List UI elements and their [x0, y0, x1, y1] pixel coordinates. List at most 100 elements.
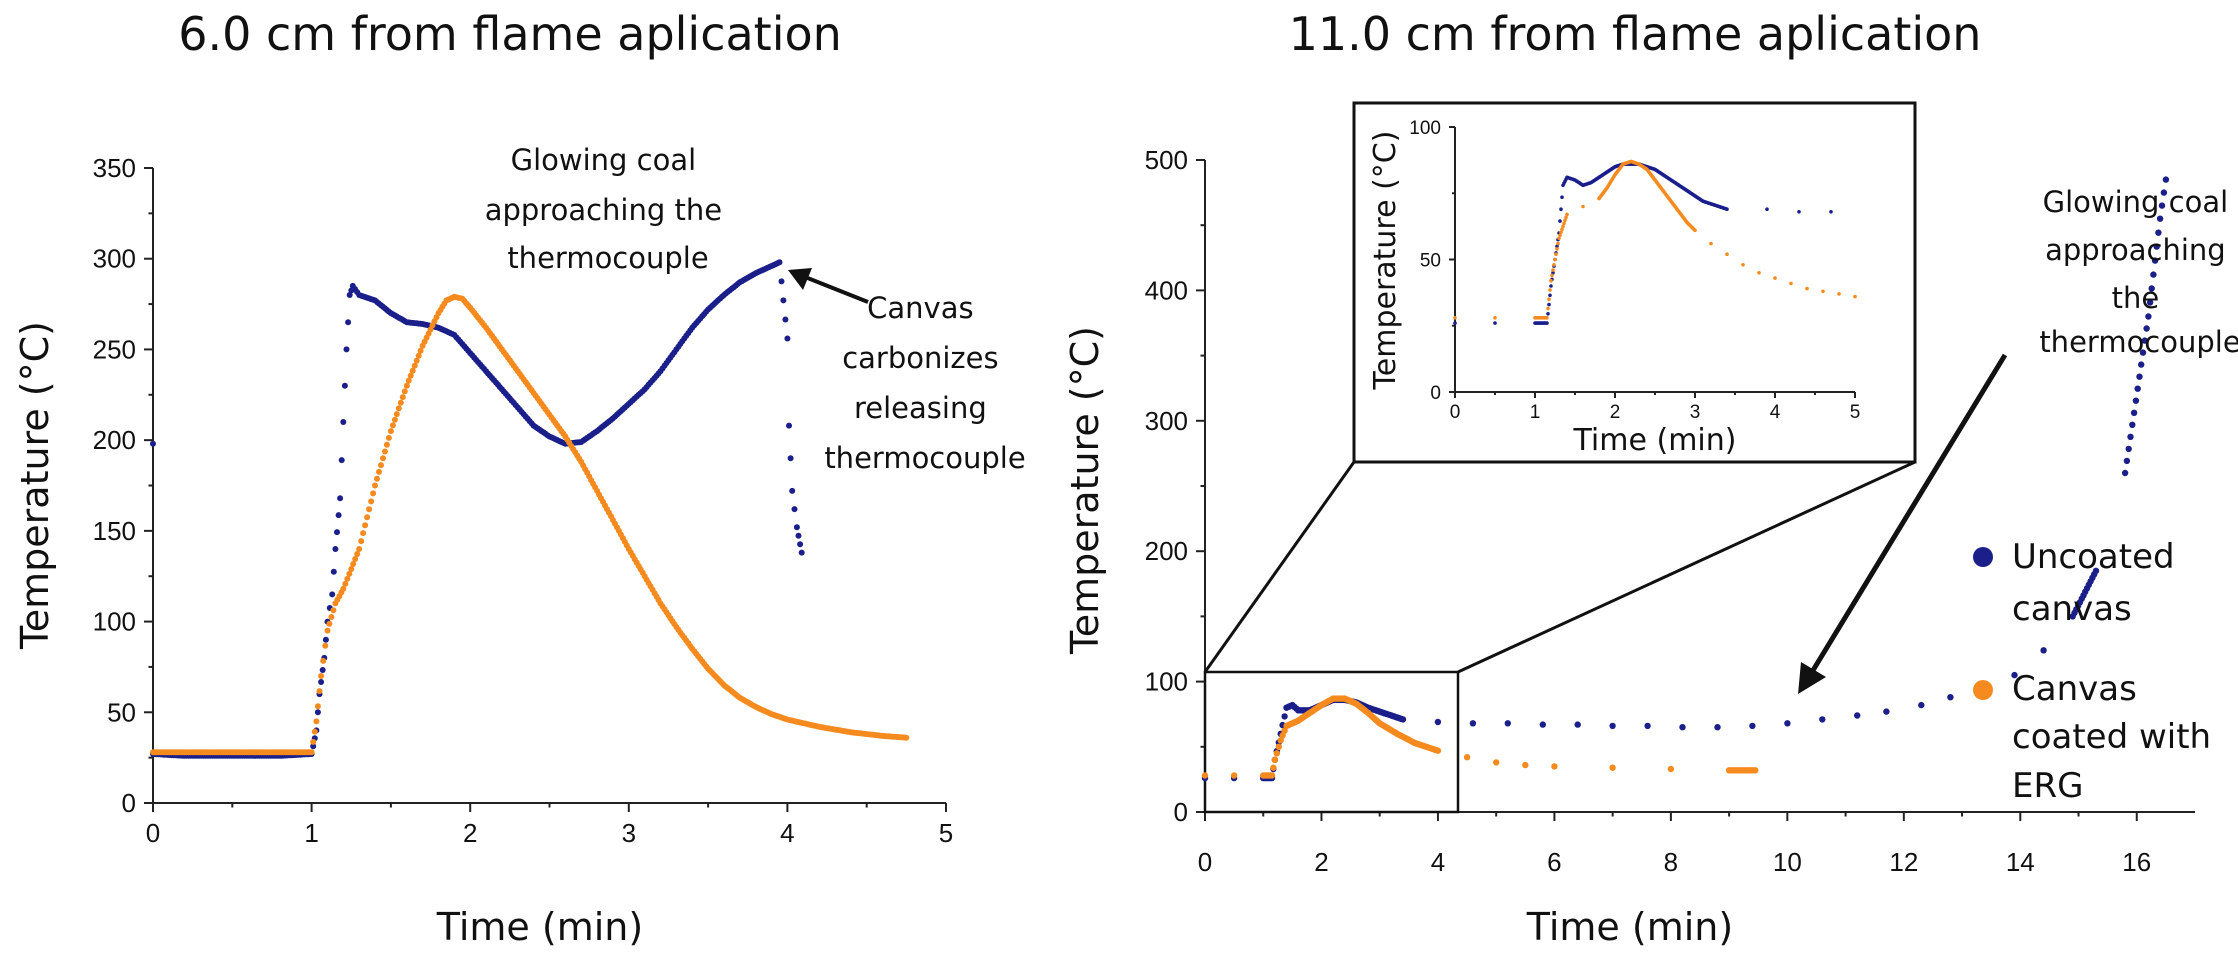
series-coated — [150, 293, 910, 756]
data-point — [1667, 765, 1675, 773]
data-point — [1548, 293, 1552, 298]
data-point — [393, 411, 400, 418]
data-point — [2136, 373, 2143, 380]
data-point — [1725, 252, 1729, 256]
data-point — [1556, 241, 1560, 246]
legend-label-coated: Canvas coated with ERG — [2012, 669, 2222, 806]
data-point — [2134, 385, 2141, 392]
data-point — [778, 278, 785, 285]
data-point — [2129, 421, 2136, 428]
y-tick-label: 300 — [93, 244, 136, 274]
data-point — [1463, 754, 1471, 761]
data-point — [318, 679, 325, 685]
right-annotation-glowing-coal: Glowing coal approaching the thermocoupl… — [2039, 185, 2238, 359]
data-point — [330, 607, 337, 614]
data-point — [397, 399, 404, 406]
chart-left-title: 6.0 cm from flame aplication — [178, 7, 842, 61]
data-point — [789, 487, 796, 494]
data-point — [382, 448, 388, 455]
data-point — [1539, 721, 1547, 728]
data-point — [1549, 284, 1553, 288]
y-tick-label: 100 — [93, 607, 136, 637]
y-tick-label: 100 — [1145, 667, 1188, 697]
left-annotation-canvas-carbonizes: Canvas carbonizes releasing thermocouple — [824, 291, 1025, 475]
x-tick-label: 1 — [304, 818, 318, 848]
data-point — [322, 642, 329, 649]
legend-line: ERG — [2012, 766, 2083, 806]
data-point — [150, 440, 156, 447]
x-tick-label: 1 — [1530, 402, 1541, 423]
data-point — [348, 566, 355, 572]
data-point — [1522, 761, 1529, 769]
x-tick-label: 4 — [1770, 402, 1781, 423]
annotation-line: thermocouple — [507, 241, 708, 275]
data-point — [780, 297, 787, 304]
data-point — [362, 522, 369, 529]
data-point — [346, 570, 353, 577]
annotation-line: approaching the — [485, 193, 722, 227]
data-point — [320, 657, 327, 664]
data-point — [1563, 218, 1567, 223]
x-tick-label: 6 — [1547, 847, 1561, 877]
series-uncoated — [150, 259, 805, 759]
data-point — [1493, 759, 1500, 766]
data-point — [1581, 204, 1585, 209]
data-point — [1560, 227, 1564, 232]
data-point — [2158, 202, 2166, 209]
data-point — [310, 738, 317, 745]
data-point — [1434, 718, 1442, 726]
x-tick-label: 4 — [780, 818, 794, 848]
data-point — [342, 580, 349, 587]
x-tick-label: 3 — [1690, 402, 1701, 423]
data-point — [389, 422, 396, 429]
data-point — [1559, 207, 1563, 211]
data-point — [383, 441, 390, 448]
data-point — [2138, 361, 2145, 368]
x-tick-label: 8 — [1664, 847, 1678, 877]
data-point — [1271, 756, 1279, 763]
y-tick-label: 500 — [1145, 145, 1188, 175]
data-point — [2121, 469, 2129, 477]
annotation-line: carbonizes — [842, 341, 998, 375]
data-point — [335, 512, 342, 519]
data-point — [903, 734, 910, 741]
data-point — [378, 462, 384, 469]
data-point — [413, 357, 420, 364]
data-point — [1752, 767, 1759, 774]
data-point — [1550, 273, 1554, 278]
data-point — [2125, 445, 2132, 453]
data-point — [2160, 189, 2168, 196]
data-point — [797, 541, 804, 548]
data-point — [329, 591, 336, 598]
legend-marker-uncoated — [1973, 547, 1993, 567]
data-point — [1546, 306, 1550, 311]
x-tick-label: 2 — [1314, 847, 1328, 877]
x-tick-label: 14 — [2006, 847, 2035, 877]
data-point — [2150, 271, 2157, 278]
data-point — [313, 718, 320, 725]
data-point — [1757, 271, 1761, 275]
data-point — [311, 728, 318, 735]
data-point — [360, 530, 367, 537]
data-point — [1837, 292, 1841, 296]
data-point — [1609, 722, 1616, 730]
data-point — [1797, 210, 1801, 214]
data-point — [1562, 221, 1566, 226]
data-point — [1574, 721, 1581, 728]
data-point — [1551, 268, 1555, 272]
data-point — [314, 709, 321, 716]
data-point — [330, 568, 337, 575]
data-point — [1554, 252, 1558, 256]
data-point — [308, 749, 315, 756]
y-tick-label: 200 — [93, 425, 136, 455]
data-point — [1268, 772, 1276, 779]
inset-y-axis-label: Temperature (°C) — [1368, 131, 1403, 391]
data-point — [2146, 299, 2154, 306]
x-tick-label: 3 — [622, 818, 636, 848]
data-point — [1558, 233, 1562, 238]
annotation-line: approaching — [2045, 233, 2226, 267]
data-point — [1275, 743, 1283, 750]
data-point — [1434, 747, 1442, 754]
x-tick-label: 0 — [146, 818, 160, 848]
data-point — [1553, 257, 1557, 262]
